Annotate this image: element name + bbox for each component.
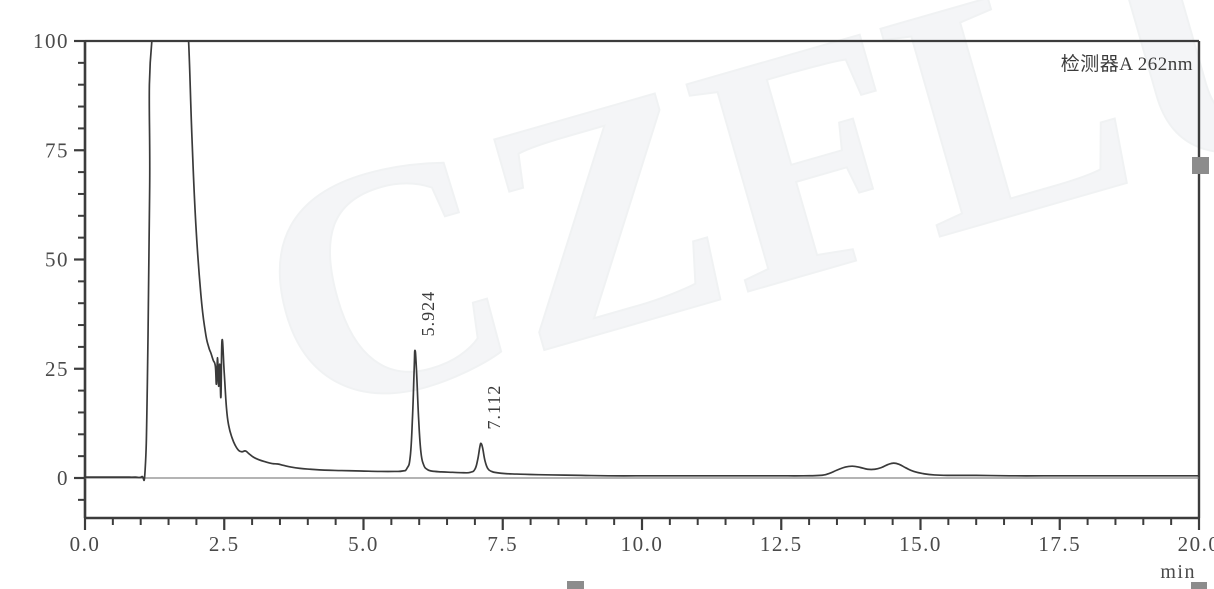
y-axis-tick-label: 75	[45, 138, 69, 162]
x-axis-tick-label: 17.5	[1038, 532, 1081, 556]
x-axis-unit-label: min	[1160, 561, 1196, 583]
x-axis-tick-label: 2.5	[209, 532, 240, 556]
x-axis-tick-label: 20.0	[1178, 532, 1214, 556]
x-axis: 0.0 2.5 5.0 7.5 10.0 12.5 15.0 17.5 20.0	[70, 518, 1214, 556]
x-axis-tick-label: 0.0	[70, 532, 101, 556]
y-axis-tick-label: 50	[45, 248, 69, 272]
x-axis-tick-label: 7.5	[487, 532, 518, 556]
y-axis: 100 75 50 25 0	[33, 29, 85, 501]
peak-labels: 5.924 7.112	[418, 291, 504, 430]
x-axis-tick-label: 10.0	[621, 532, 664, 556]
x-axis-tick-label: 12.5	[760, 532, 803, 556]
bottom-scale-handle[interactable]	[567, 581, 584, 589]
peak-retention-time-label: 5.924	[418, 291, 438, 337]
y-axis-tick-label: 0	[57, 466, 69, 490]
corner-scale-handle[interactable]	[1191, 582, 1207, 589]
peak-retention-time-label: 7.112	[484, 385, 504, 430]
x-axis-tick-label: 15.0	[899, 532, 942, 556]
detector-legend-label: 检测器A 262nm	[1061, 53, 1193, 75]
right-scale-handle[interactable]	[1192, 157, 1209, 174]
y-axis-tick-label: 100	[33, 29, 69, 53]
x-axis-tick-label: 5.0	[348, 532, 379, 556]
trace-layer	[85, 41, 1199, 482]
chromatogram-trace	[85, 41, 1199, 482]
y-axis-tick-label: 25	[45, 357, 69, 381]
